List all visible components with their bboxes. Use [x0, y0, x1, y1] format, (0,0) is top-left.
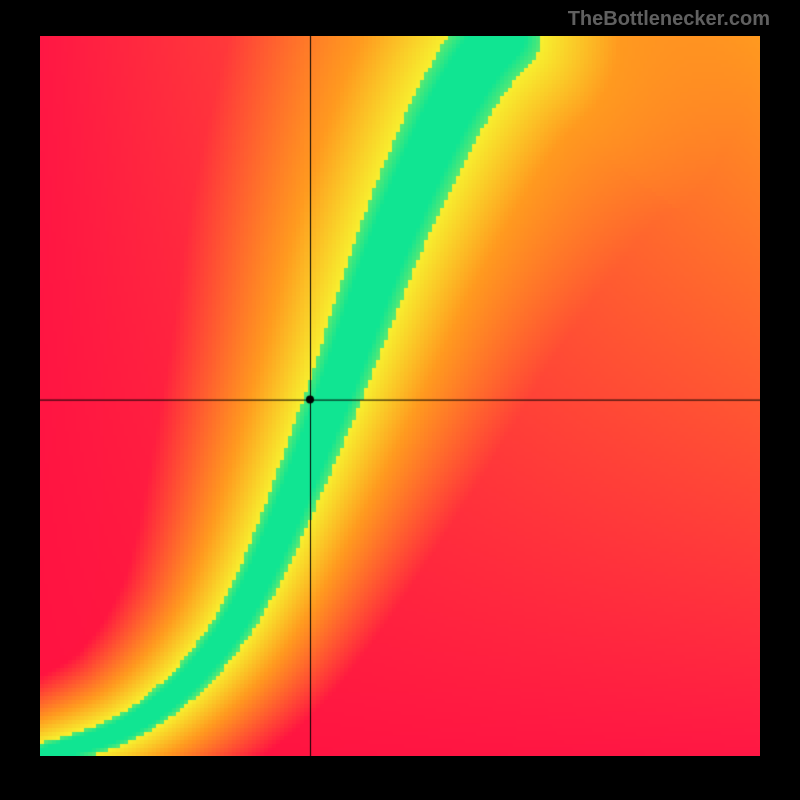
- heatmap-canvas: [40, 36, 760, 756]
- watermark-text: TheBottlenecker.com: [568, 8, 770, 31]
- heatmap-chart: [40, 36, 760, 756]
